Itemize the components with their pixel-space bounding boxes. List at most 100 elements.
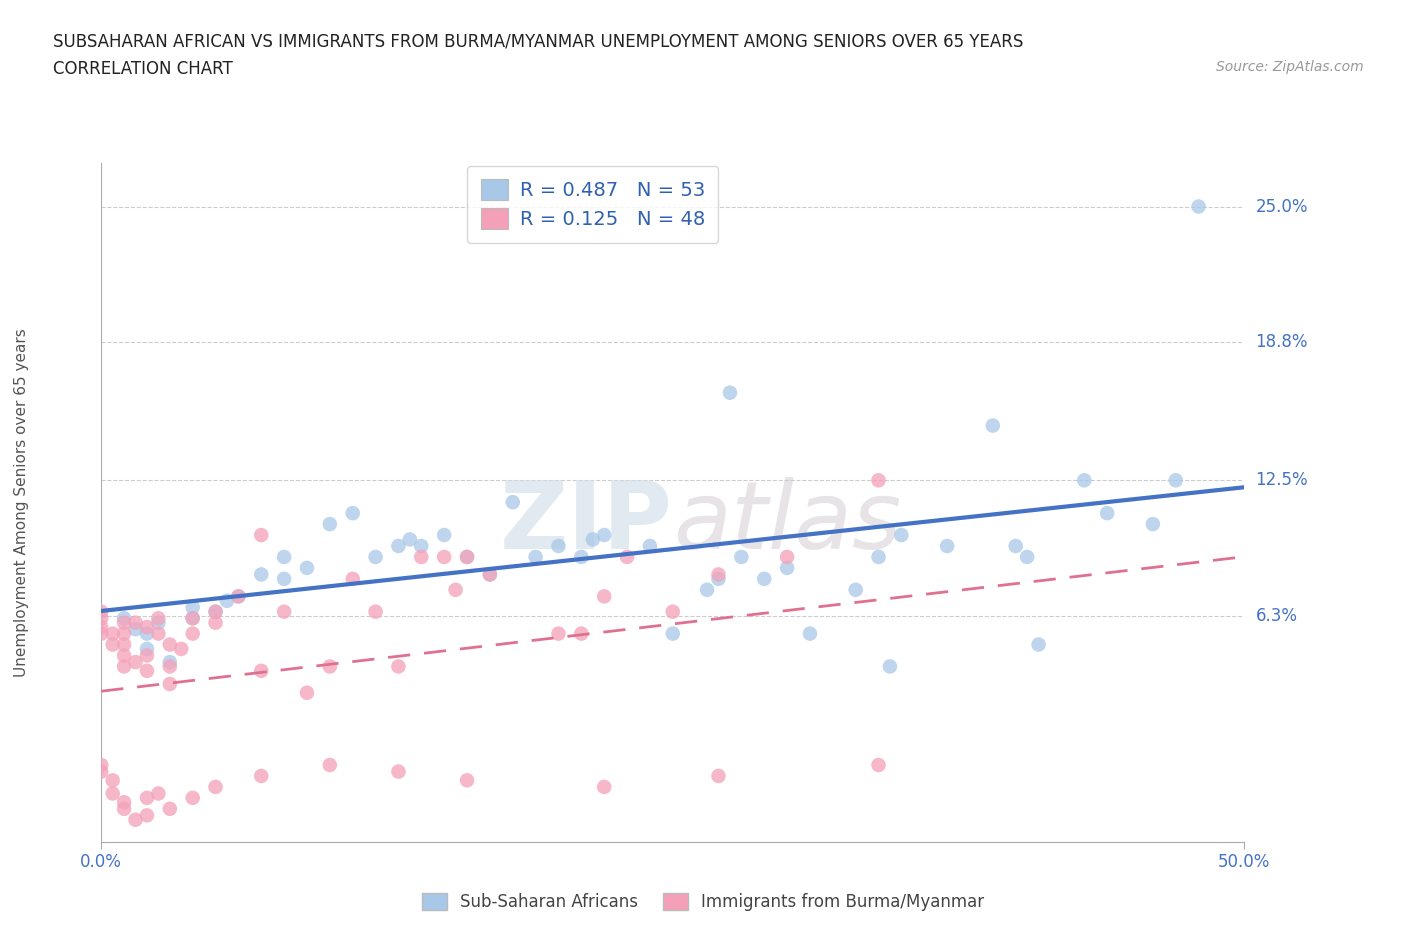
Point (273, 571, 295, 586)
Text: 6.3%: 6.3% (1256, 607, 1298, 625)
Point (181, 600, 204, 615)
Point (159, 655, 181, 670)
Point (569, 550, 592, 565)
Point (868, 758, 890, 773)
Point (776, 561, 799, 576)
Point (319, 758, 342, 773)
Point (569, 626, 592, 641)
Point (250, 663, 273, 678)
Point (1028, 637, 1050, 652)
Point (868, 472, 890, 487)
Point (124, 655, 146, 670)
Point (1004, 538, 1026, 553)
Point (696, 582, 718, 597)
Point (136, 626, 159, 641)
Point (981, 418, 1004, 433)
Point (101, 786, 124, 801)
Point (112, 637, 135, 652)
Point (148, 786, 170, 801)
Text: CORRELATION CHART: CORRELATION CHART (53, 60, 233, 78)
Text: 18.8%: 18.8% (1256, 333, 1308, 352)
Point (456, 550, 478, 565)
Point (90, 764, 112, 779)
Point (845, 582, 868, 597)
Point (90, 626, 112, 641)
Text: Unemployment Among Seniors over 65 years: Unemployment Among Seniors over 65 years (14, 328, 28, 677)
Point (204, 604, 226, 619)
Point (136, 642, 159, 657)
Point (136, 790, 159, 805)
Point (112, 611, 135, 626)
Point (868, 550, 890, 565)
Point (136, 648, 159, 663)
Point (1187, 199, 1209, 214)
Point (799, 626, 821, 641)
Point (112, 795, 135, 810)
Point (444, 582, 467, 597)
Point (661, 626, 683, 641)
Point (101, 637, 124, 652)
Point (754, 571, 776, 586)
Point (112, 616, 135, 631)
Text: 25.0%: 25.0% (1256, 197, 1308, 216)
Point (112, 802, 135, 817)
Point (879, 659, 901, 674)
Legend: R = 0.487   N = 53, R = 0.125   N = 48: R = 0.487 N = 53, R = 0.125 N = 48 (467, 166, 718, 243)
Point (364, 604, 387, 619)
Text: atlas: atlas (672, 477, 901, 568)
Point (101, 773, 124, 788)
Point (707, 571, 730, 586)
Point (159, 637, 181, 652)
Point (159, 802, 181, 817)
Point (148, 616, 170, 631)
Point (90, 604, 112, 619)
Point (638, 538, 661, 553)
Point (1142, 517, 1164, 532)
Point (250, 768, 273, 783)
Point (181, 790, 204, 805)
Point (112, 648, 135, 663)
Point (204, 779, 226, 794)
Point (273, 604, 295, 619)
Point (342, 506, 364, 521)
Point (112, 659, 135, 674)
Point (616, 550, 638, 565)
Point (136, 808, 159, 823)
Point (342, 571, 364, 586)
Point (387, 659, 409, 674)
Point (1095, 506, 1118, 521)
Point (295, 561, 318, 576)
Point (136, 619, 159, 634)
Point (411, 550, 433, 565)
Point (273, 550, 295, 565)
Point (433, 527, 456, 542)
Point (776, 550, 799, 565)
Point (228, 589, 250, 604)
Point (502, 495, 524, 510)
Point (148, 626, 170, 641)
Point (399, 532, 422, 547)
Point (124, 616, 146, 631)
Point (204, 604, 226, 619)
Point (90, 611, 112, 626)
Text: SUBSAHARAN AFRICAN VS IMMIGRANTS FROM BURMA/MYANMAR UNEMPLOYMENT AMONG SENIORS O: SUBSAHARAN AFRICAN VS IMMIGRANTS FROM BU… (53, 33, 1024, 50)
Point (159, 676, 181, 691)
Point (890, 527, 912, 542)
Point (215, 593, 238, 608)
Point (90, 758, 112, 773)
Point (319, 659, 342, 674)
Point (387, 538, 409, 553)
Point (707, 567, 730, 582)
Point (478, 567, 501, 582)
Point (124, 812, 146, 827)
Point (547, 626, 569, 641)
Point (433, 550, 456, 565)
Point (411, 538, 433, 553)
Point (250, 527, 273, 542)
Point (228, 589, 250, 604)
Legend: Sub-Saharan Africans, Immigrants from Burma/Myanmar: Sub-Saharan Africans, Immigrants from Bu… (415, 886, 991, 918)
Point (707, 768, 730, 783)
Point (319, 517, 342, 532)
Point (730, 550, 752, 565)
Point (456, 773, 478, 788)
